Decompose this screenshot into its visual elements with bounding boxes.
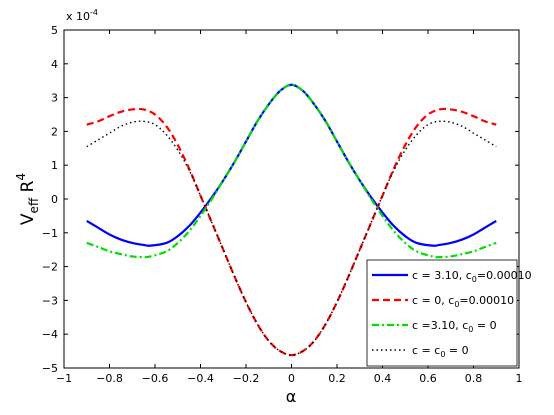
- y-axis-label: Veff R4: [14, 173, 41, 225]
- series-line-c310-c0-00010: [86, 83, 497, 247]
- x-tick-label: −0.6: [142, 372, 169, 385]
- legend-box: [366, 259, 518, 367]
- y-tick-label: 2: [51, 125, 58, 138]
- y-tick-label: 3: [51, 92, 58, 105]
- x-axis-label: α: [286, 387, 297, 406]
- y-tick-label: −5: [42, 362, 58, 375]
- x-tick-label: −0.4: [187, 372, 214, 385]
- x-tick-label: −0.8: [96, 372, 123, 385]
- y-tick-label: 1: [51, 159, 58, 172]
- series-line-c310-c0-0: [86, 83, 497, 259]
- x-tick-label: 0.2: [328, 372, 346, 385]
- legend-label-1: c = 3.10, c0=0.00010: [412, 269, 532, 284]
- y-tick-label: 5: [51, 24, 58, 37]
- legend-label-3: c =3.10, c0 = 0: [412, 319, 497, 334]
- legend-label-4: c = c0 = 0: [412, 344, 469, 359]
- series-line-c0-c0-00010: [86, 107, 497, 357]
- x-tick-label: 0.8: [465, 372, 483, 385]
- legend-label-2: c = 0, c0=0.00010: [412, 294, 514, 309]
- x-tick-label: −1: [56, 372, 72, 385]
- y-tick-label: −1: [42, 227, 58, 240]
- y-tick-label: −4: [42, 328, 58, 341]
- x-tick-label: 1: [516, 372, 523, 385]
- x-tick-label: −0.2: [233, 372, 260, 385]
- y-tick-label: 0: [51, 193, 58, 206]
- x-tick-label: 0.4: [374, 372, 392, 385]
- y-exponent-label: x 10-4: [66, 8, 98, 23]
- x-tick-label: 0: [288, 372, 295, 385]
- x-tick-label: 0.6: [419, 372, 437, 385]
- y-tick-label: −2: [42, 261, 58, 274]
- axis-ticks: −1 −0.8 −0.6 −0.4 −0.2 0 0.2 0.4 0.6 0.8 1 −5 −4 −3 −2…: [42, 24, 523, 385]
- legend: c = 3.10, c0=0.00010 c = 0, c0=0.00010 c…: [366, 259, 532, 367]
- series-lines: [86, 83, 497, 357]
- y-tick-label: 4: [51, 58, 58, 71]
- y-tick-label: −3: [42, 294, 58, 307]
